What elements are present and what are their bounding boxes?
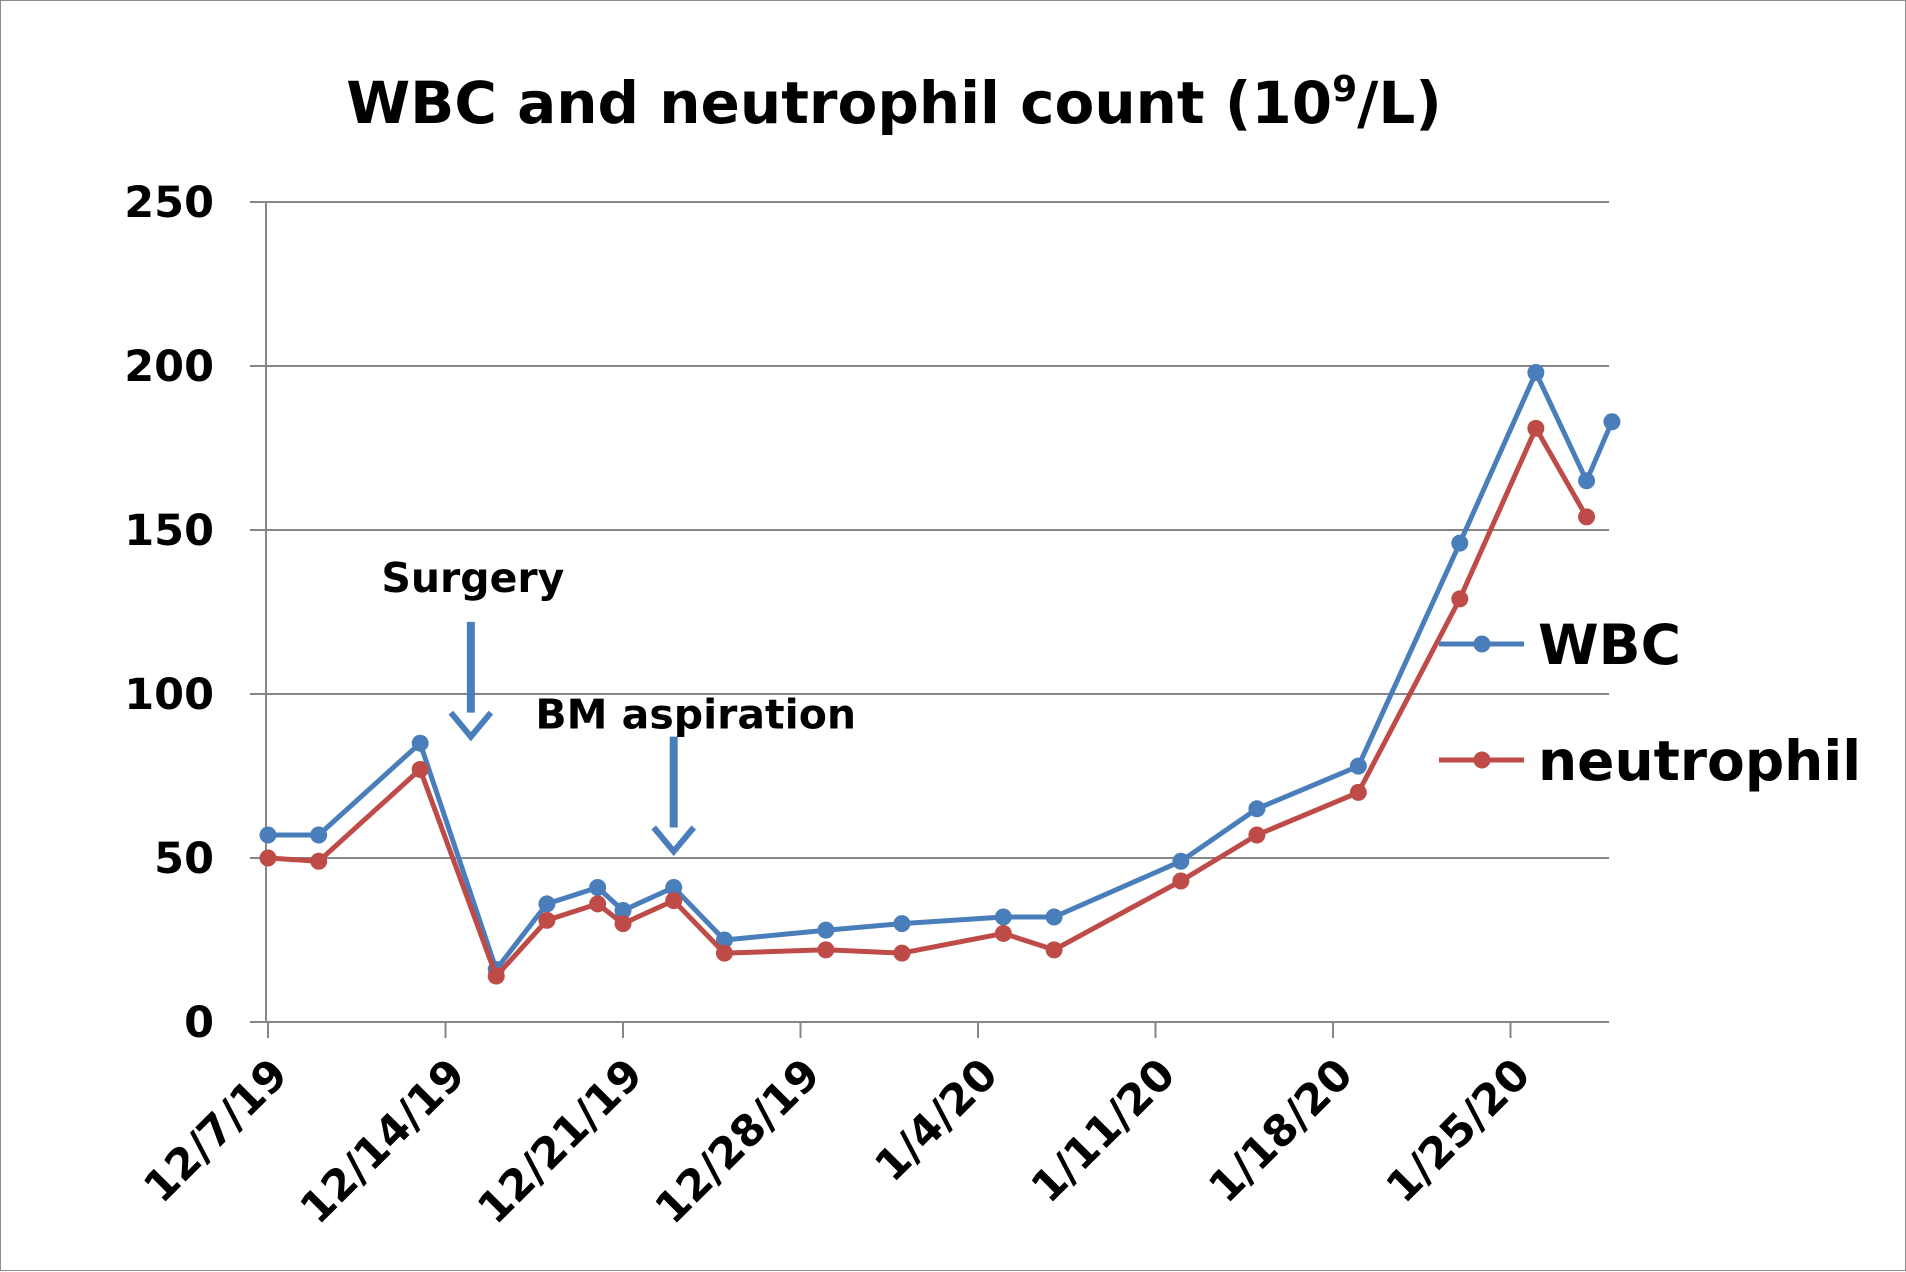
data-point-neutrophil-2: [411, 760, 429, 778]
data-point-neutrophil-17: [1527, 419, 1545, 437]
x-tick-label-1/18/20: 1/18/20: [1199, 1049, 1362, 1212]
chart-title-end: /L): [1357, 69, 1442, 137]
data-point-wbc-9: [817, 921, 835, 939]
x-tick-label-1/25/20: 1/25/20: [1377, 1049, 1540, 1212]
data-point-neutrophil-0: [259, 849, 277, 867]
data-point-wbc-7: [665, 879, 683, 897]
data-point-wbc-13: [1172, 852, 1190, 870]
data-point-wbc-8: [715, 931, 733, 949]
data-point-neutrophil-7: [665, 892, 683, 910]
data-point-wbc-10: [893, 915, 911, 933]
annotation-label-bm-aspiration: BM aspiration: [535, 691, 856, 739]
series-line-wbc: [268, 370, 1615, 972]
y-tick-label-250: 250: [124, 178, 214, 228]
series-lines: [259, 364, 1621, 985]
data-point-neutrophil-10: [893, 944, 911, 962]
data-point-neutrophil-16: [1451, 590, 1469, 608]
data-point-wbc-6: [614, 901, 632, 919]
data-point-neutrophil-1: [310, 852, 328, 870]
data-point-wbc-12: [1045, 908, 1063, 926]
data-point-wbc-5: [589, 879, 607, 897]
data-point-wbc-19: [1603, 413, 1621, 431]
data-point-neutrophil-13: [1172, 872, 1190, 890]
y-tick-label-50: 50: [154, 834, 214, 884]
data-point-neutrophil-3: [487, 967, 505, 985]
annotation-label-surgery: Surgery: [381, 554, 564, 602]
data-point-wbc-18: [1578, 472, 1596, 490]
chart-title-superscript: 9: [1332, 69, 1357, 110]
annotation-arrow-head-surgery: [448, 710, 494, 742]
y-tick-label-100: 100: [124, 670, 214, 720]
data-point-neutrophil-15: [1349, 783, 1367, 801]
annotation-arrow-head-bm-aspiration: [651, 825, 697, 857]
data-point-neutrophil-8: [715, 944, 733, 962]
data-point-neutrophil-14: [1248, 826, 1266, 844]
y-tick-label-0: 0: [184, 998, 214, 1048]
annotations: Surgery BM aspiration: [381, 554, 856, 857]
legend-marker-wbc: [1473, 635, 1491, 653]
data-point-neutrophil-12: [1045, 941, 1063, 959]
data-point-wbc-15: [1349, 757, 1367, 775]
data-point-wbc-0: [259, 826, 277, 844]
gridlines: [250, 201, 1609, 859]
data-point-neutrophil-5: [589, 895, 607, 913]
x-tick-label-12/21/19: 12/21/19: [468, 1049, 653, 1234]
data-point-neutrophil-6: [614, 915, 632, 933]
legend-marker-neutrophil: [1473, 751, 1491, 769]
data-point-wbc-11: [994, 908, 1012, 926]
legend: WBC neutrophil: [1439, 613, 1861, 793]
x-tick-label-12/7/19: 12/7/19: [134, 1049, 297, 1212]
x-tick-label-12/28/19: 12/28/19: [646, 1049, 831, 1234]
data-point-wbc-4: [538, 895, 556, 913]
legend-label-neutrophil: neutrophil: [1538, 729, 1861, 793]
legend-label-wbc: WBC: [1538, 613, 1681, 677]
y-tick-label-200: 200: [124, 342, 214, 392]
chart-title-main: WBC and neutrophil count (10: [346, 69, 1332, 137]
data-point-wbc-2: [411, 734, 429, 752]
y-tick-label-150: 150: [124, 506, 214, 556]
data-point-wbc-14: [1248, 800, 1266, 818]
data-point-neutrophil-18: [1578, 508, 1596, 526]
data-point-wbc-17: [1527, 364, 1545, 382]
data-point-neutrophil-9: [817, 941, 835, 959]
data-point-neutrophil-4: [538, 911, 556, 929]
chart-title: WBC and neutrophil count (109/L): [346, 69, 1442, 137]
x-tick-label-1/11/20: 1/11/20: [1022, 1049, 1185, 1212]
x-tick-label-12/14/19: 12/14/19: [291, 1049, 476, 1234]
x-tick-label-1/4/20: 1/4/20: [866, 1049, 1008, 1191]
data-point-wbc-1: [310, 826, 328, 844]
data-point-wbc-16: [1451, 534, 1469, 552]
data-point-neutrophil-11: [994, 924, 1012, 942]
